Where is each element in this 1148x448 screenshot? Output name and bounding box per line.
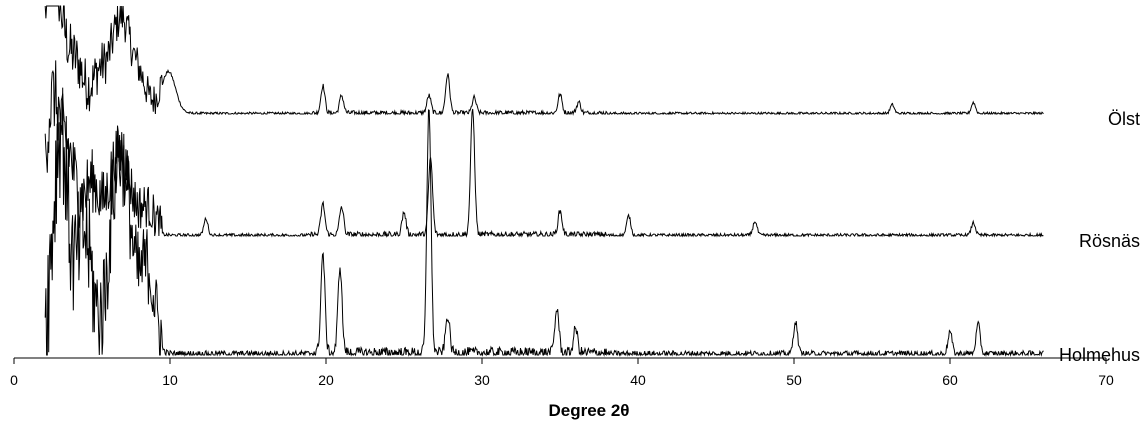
x-tick-label: 10 [162,372,178,388]
series-line [44,5,1044,116]
series-line [44,87,1044,357]
series-label: Rösnäs [1079,231,1140,251]
series-traces [44,5,1044,357]
x-tick-label: 0 [10,372,18,388]
x-tick-label: 20 [318,372,334,388]
series-label: Ölst [1108,109,1140,129]
x-tick-label: 70 [1098,372,1114,388]
x-tick-label: 50 [786,372,802,388]
x-tick-label: 60 [942,372,958,388]
series-labels: Ölst Rösnäs Holmehus [1059,109,1140,365]
x-tick-label: 40 [630,372,646,388]
x-tick-label: 30 [474,372,490,388]
x-axis-title: Degree 2θ [548,401,629,420]
x-axis: 0 10 20 30 40 50 60 70 [10,357,1114,388]
series-line [44,60,1044,238]
series-label: Holmehus [1059,345,1140,365]
